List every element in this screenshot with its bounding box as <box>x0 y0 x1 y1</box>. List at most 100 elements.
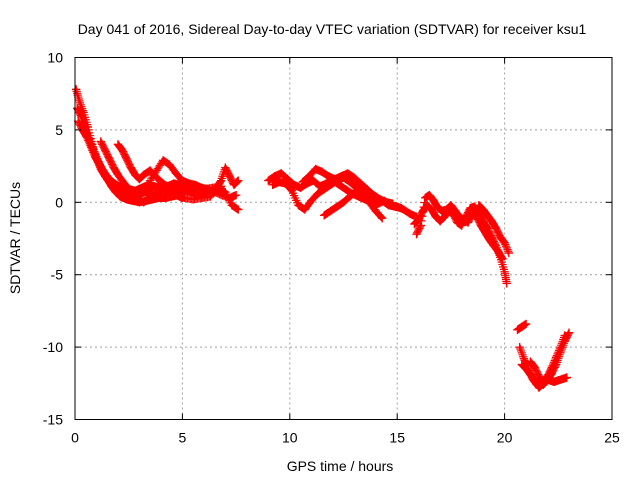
data-point <box>534 383 544 392</box>
data-point <box>341 185 350 194</box>
data-point <box>358 190 367 200</box>
data-point <box>234 205 243 214</box>
data-point <box>539 380 548 389</box>
data-point <box>82 133 91 142</box>
data-point <box>152 166 161 175</box>
x-tick-label: 20 <box>497 430 513 446</box>
data-point <box>113 170 123 179</box>
data-point <box>552 360 561 369</box>
data-point <box>451 206 460 216</box>
data-point <box>146 166 155 175</box>
data-point <box>453 218 462 227</box>
data-point <box>431 212 440 221</box>
data-point <box>472 212 481 221</box>
data-point <box>483 211 492 220</box>
data-point <box>131 170 140 179</box>
data-point <box>184 186 193 195</box>
data-point <box>416 221 425 230</box>
x-tick-label: 25 <box>604 430 620 446</box>
data-point <box>116 192 125 201</box>
data-point <box>526 357 535 366</box>
data-point <box>113 140 123 149</box>
data-point <box>161 193 170 203</box>
data-point <box>382 198 391 207</box>
data-point <box>197 193 206 203</box>
data-point <box>485 235 494 245</box>
data-point <box>158 179 168 188</box>
data-point <box>405 209 415 218</box>
data-point <box>534 371 544 381</box>
data-point <box>466 203 475 213</box>
data-point <box>277 169 286 178</box>
data-point <box>135 175 144 184</box>
series-track <box>526 328 574 389</box>
data-point <box>143 180 153 190</box>
data-point <box>158 156 168 165</box>
data-point <box>560 337 569 346</box>
chart-title: Day 041 of 2016, Sidereal Day-to-day VTE… <box>78 21 587 37</box>
data-point <box>287 186 297 195</box>
data-point <box>504 248 513 258</box>
data-point <box>320 185 329 194</box>
data-point <box>91 153 100 162</box>
data-point <box>429 196 438 205</box>
data-point <box>109 163 118 172</box>
data-point <box>352 186 361 195</box>
data-point <box>337 172 346 181</box>
data-point <box>232 190 241 200</box>
data-point <box>547 369 556 378</box>
data-point <box>197 183 206 192</box>
y-tick-label: -5 <box>51 267 64 283</box>
data-point <box>178 185 187 194</box>
data-point <box>421 193 430 203</box>
data-point <box>178 193 187 203</box>
data-point <box>487 217 496 226</box>
data-point <box>410 219 419 229</box>
data-point <box>104 173 113 182</box>
plot-frame <box>74 57 613 420</box>
data-point <box>206 192 215 201</box>
y-axis-label: SDTVAR / TECUs <box>7 182 23 294</box>
data-point <box>300 205 309 214</box>
series-track <box>212 163 243 192</box>
data-point <box>425 190 434 200</box>
x-tick-label: 10 <box>282 430 298 446</box>
data-point <box>171 183 181 192</box>
data-point <box>440 212 449 221</box>
data-point <box>549 377 559 386</box>
data-point <box>118 183 127 192</box>
data-point <box>294 201 303 210</box>
data-point <box>433 203 443 213</box>
data-point <box>481 228 490 237</box>
data-point <box>75 96 84 106</box>
data-point <box>558 374 567 384</box>
data-point <box>474 201 483 210</box>
data-point <box>152 189 161 198</box>
y-tick-label: 10 <box>47 50 63 66</box>
data-point <box>356 179 365 188</box>
data-point <box>126 186 135 195</box>
data-point <box>517 322 526 331</box>
data-point <box>345 177 355 187</box>
axis-tick-labels: 0 5 10 15 20 25 -15 -10 -5 0 5 10 <box>43 50 620 446</box>
data-point <box>165 183 174 192</box>
data-point <box>326 180 335 190</box>
data-point <box>436 217 445 226</box>
data-point <box>108 177 117 187</box>
data-point <box>388 199 398 208</box>
data-point <box>530 376 539 385</box>
data-point <box>111 188 120 197</box>
data-point <box>500 238 509 247</box>
series-track <box>474 201 513 258</box>
data-point <box>326 206 335 216</box>
x-tick-label: 0 <box>71 430 79 446</box>
data-point <box>229 180 239 190</box>
data-point <box>517 360 526 369</box>
data-point <box>171 169 181 178</box>
data-point <box>526 370 535 379</box>
data-point <box>371 206 380 216</box>
data-point <box>365 198 374 207</box>
data-point <box>150 182 159 191</box>
data-point <box>459 215 468 224</box>
data-point <box>479 205 488 214</box>
